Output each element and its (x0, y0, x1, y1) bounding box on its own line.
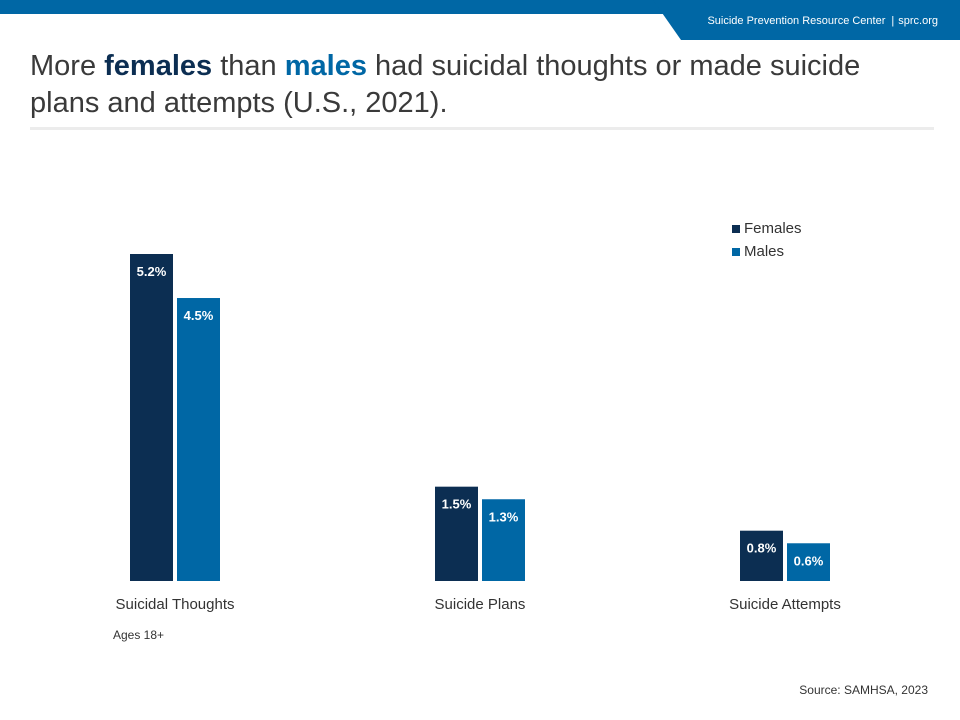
header-tab: Suicide Prevention Resource Center | spr… (653, 0, 960, 40)
category-label-2: Suicide Attempts (729, 596, 841, 613)
title-males: males (284, 50, 367, 82)
bar-males-1 (482, 499, 525, 581)
legend-swatch-males (732, 247, 740, 256)
page-title: More females than males had suicidal tho… (30, 48, 930, 122)
source-note: Source: SAMHSA, 2023 (799, 683, 928, 697)
legend-item-females: Females (732, 217, 802, 240)
data-label-females-1: 1.5% (442, 497, 472, 512)
legend-item-males: Males (732, 240, 802, 263)
category-label-1: Suicide Plans (435, 596, 526, 613)
title-part2: than (212, 50, 285, 82)
data-label-females-2: 0.8% (747, 541, 777, 556)
bar-females-1 (435, 486, 478, 581)
bar-males-0 (177, 298, 220, 581)
data-label-males-2: 0.6% (794, 553, 824, 568)
title-part3: had suicidal thoughts or made suicide pl… (30, 50, 861, 119)
data-label-females-0: 5.2% (137, 264, 167, 279)
header-separator: | (891, 15, 895, 27)
legend-swatch-females (732, 224, 740, 233)
org-name: Suicide Prevention Resource Center (707, 15, 886, 27)
site-link[interactable]: sprc.org (898, 15, 938, 27)
bar-females-2 (740, 530, 783, 581)
title-females: females (104, 50, 213, 82)
bar-males-2 (787, 543, 830, 581)
chart-legend: Females Males (732, 217, 802, 263)
data-label-males-1: 1.3% (489, 509, 519, 524)
legend-label-females: Females (744, 220, 802, 237)
bar-females-0 (130, 254, 173, 581)
age-note: Ages 18+ (113, 628, 165, 642)
title-part1: More (30, 50, 105, 82)
data-label-males-0: 4.5% (184, 308, 214, 323)
category-label-0: Suicidal Thoughts (116, 596, 235, 613)
legend-label-males: Males (744, 243, 785, 260)
title-divider (30, 127, 934, 130)
